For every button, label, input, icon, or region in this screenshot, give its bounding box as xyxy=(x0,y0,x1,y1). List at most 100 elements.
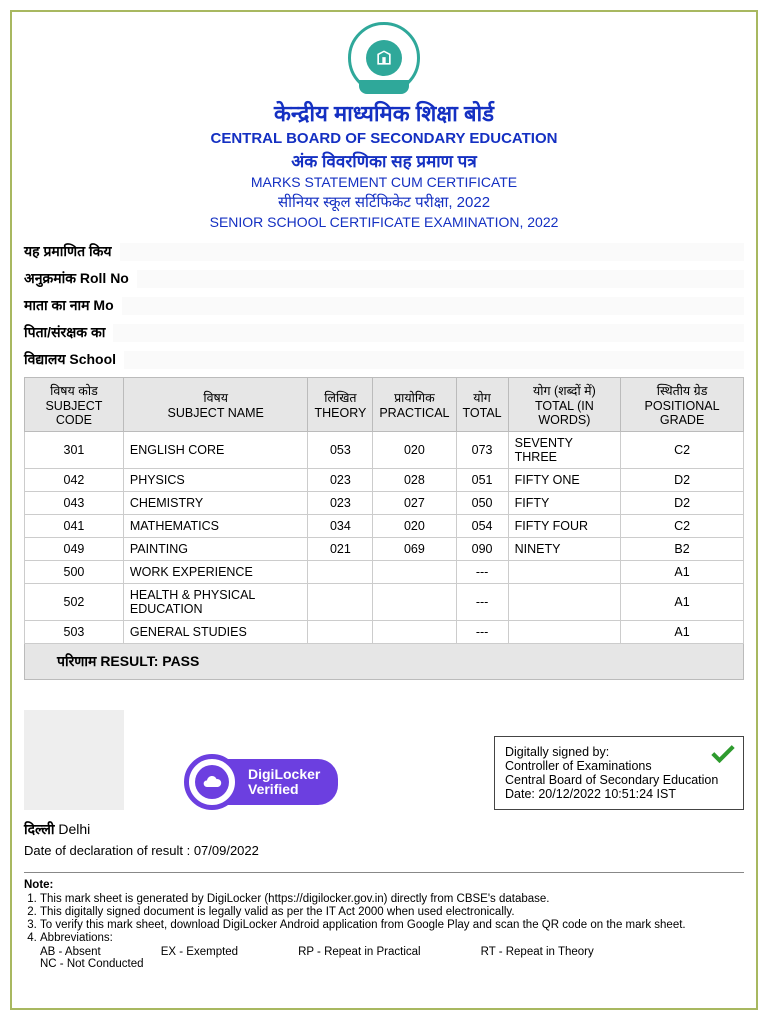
exam-name-hindi: सीनियर स्कूल सर्टिफिकेट परीक्षा, 2022 xyxy=(24,192,744,212)
table-cell: 028 xyxy=(373,469,456,492)
table-cell xyxy=(508,621,621,644)
table-cell: NINETY xyxy=(508,538,621,561)
table-cell xyxy=(373,621,456,644)
table-cell: 020 xyxy=(373,432,456,469)
table-cell: 034 xyxy=(308,515,373,538)
table-cell: 090 xyxy=(456,538,508,561)
table-cell: D2 xyxy=(621,469,744,492)
doc-title-english: MARKS STATEMENT CUM CERTIFICATE xyxy=(24,174,744,190)
table-cell: WORK EXPERIENCE xyxy=(123,561,308,584)
col-hindi: लिखित xyxy=(314,389,366,406)
note-title: Note: xyxy=(24,879,744,891)
declaration-value: 07/09/2022 xyxy=(194,843,259,858)
table-cell: A1 xyxy=(621,621,744,644)
table-cell: 049 xyxy=(25,538,124,561)
declaration-row: Date of declaration of result : 07/09/20… xyxy=(24,843,744,858)
redacted-value xyxy=(113,324,744,342)
table-cell: C2 xyxy=(621,432,744,469)
digilocker-text-2: Verified xyxy=(248,782,320,797)
col-english: TOTAL (IN WORDS) xyxy=(515,399,615,427)
cloud-check-icon xyxy=(195,765,229,799)
declaration-label: Date of declaration of result : xyxy=(24,843,194,858)
table-row: 043CHEMISTRY023027050FIFTYD2 xyxy=(25,492,744,515)
table-row: 502HEALTH & PHYSICAL EDUCATION --- A1 xyxy=(25,584,744,621)
info-label: माता का नाम Mo xyxy=(24,296,114,315)
table-cell: 054 xyxy=(456,515,508,538)
cbse-logo xyxy=(348,22,420,94)
col-english: TOTAL xyxy=(463,406,502,420)
table-row: 042PHYSICS023028051FIFTY ONED2 xyxy=(25,469,744,492)
note-item: This mark sheet is generated by DigiLock… xyxy=(40,893,744,905)
table-cell: 023 xyxy=(308,469,373,492)
table-cell xyxy=(308,584,373,621)
info-label: यह प्रमाणित किय xyxy=(24,242,112,261)
place-hindi: दिल्ली xyxy=(24,821,58,837)
table-cell: 027 xyxy=(373,492,456,515)
column-header: विषयSUBJECT NAME xyxy=(123,378,308,432)
abbreviations-row: AB - AbsentEX - ExemptedRP - Repeat in P… xyxy=(40,946,744,958)
abbreviation: RT - Repeat in Theory xyxy=(481,946,594,958)
column-header: विषय कोडSUBJECT CODE xyxy=(25,378,124,432)
table-cell: FIFTY xyxy=(508,492,621,515)
table-cell: 042 xyxy=(25,469,124,492)
table-cell: 021 xyxy=(308,538,373,561)
sig-date-value: 20/12/2022 10:51:24 IST xyxy=(538,787,676,801)
info-row-school: विद्यालय School xyxy=(24,350,744,369)
table-cell: --- xyxy=(456,584,508,621)
marks-table: विषय कोडSUBJECT CODEविषयSUBJECT NAME लिखि… xyxy=(24,377,744,644)
board-name-english: CENTRAL BOARD OF SECONDARY EDUCATION xyxy=(24,130,744,147)
table-cell: 500 xyxy=(25,561,124,584)
marks-header-row: विषय कोडSUBJECT CODEविषयSUBJECT NAME लिखि… xyxy=(25,378,744,432)
sig-date-label: Date: xyxy=(505,787,538,801)
result-row: परिणाम RESULT: PASS xyxy=(24,644,744,680)
col-english: THEORY xyxy=(314,406,366,420)
col-hindi: स्थितीय ग्रेड xyxy=(627,382,737,399)
qr-column xyxy=(24,710,124,810)
table-cell: HEALTH & PHYSICAL EDUCATION xyxy=(123,584,308,621)
signature-area: DigiLocker Verified Digitally signed by:… xyxy=(24,710,744,810)
exam-name-english: SENIOR SCHOOL CERTIFICATE EXAMINATION, 2… xyxy=(24,214,744,230)
table-cell: A1 xyxy=(621,584,744,621)
table-cell: 020 xyxy=(373,515,456,538)
table-cell: PHYSICS xyxy=(123,469,308,492)
marks-table-body: 301ENGLISH CORE053020073SEVENTY THREEC20… xyxy=(25,432,744,644)
table-cell xyxy=(508,584,621,621)
abbreviation-nc: NC - Not Conducted xyxy=(40,958,744,970)
column-header: स्थितीय ग्रेडPOSITIONAL GRADE xyxy=(621,378,744,432)
table-cell: B2 xyxy=(621,538,744,561)
sig-line-3: Central Board of Secondary Education xyxy=(505,773,733,787)
table-cell xyxy=(373,561,456,584)
note-item: To verify this mark sheet, download Digi… xyxy=(40,919,744,931)
checkmark-icon xyxy=(709,741,737,772)
table-cell: 301 xyxy=(25,432,124,469)
place-row: दिल्ली Delhi xyxy=(24,820,744,839)
col-hindi: योग (शब्दों में) xyxy=(515,382,615,399)
column-header: योग (शब्दों में)TOTAL (IN WORDS) xyxy=(508,378,621,432)
digilocker-badge: DigiLocker Verified xyxy=(184,754,338,810)
logo-banner xyxy=(359,80,409,94)
col-hindi: योग xyxy=(463,389,502,406)
page: केन्द्रीय माध्यमिक शिक्षा बोर्ड CENTRAL … xyxy=(0,0,768,1024)
abbreviation: EX - Exempted xyxy=(161,946,238,958)
table-cell xyxy=(308,561,373,584)
redacted-value xyxy=(124,351,744,369)
separator xyxy=(24,872,744,873)
table-cell: FIFTY ONE xyxy=(508,469,621,492)
column-header: योगTOTAL xyxy=(456,378,508,432)
sig-line-1: Digitally signed by: xyxy=(505,745,733,759)
abbreviation: AB - Absent xyxy=(40,946,101,958)
table-cell: D2 xyxy=(621,492,744,515)
marks-table-head: विषय कोडSUBJECT CODEविषयSUBJECT NAME लिखि… xyxy=(25,378,744,432)
table-cell: ENGLISH CORE xyxy=(123,432,308,469)
table-cell: GENERAL STUDIES xyxy=(123,621,308,644)
digital-signature-box: Digitally signed by: Controller of Exami… xyxy=(494,736,744,810)
table-row: 500WORK EXPERIENCE---A1 xyxy=(25,561,744,584)
table-cell: 503 xyxy=(25,621,124,644)
info-row-mother: माता का नाम Mo xyxy=(24,296,744,315)
note-item: Abbreviations: xyxy=(40,932,744,944)
note-list: This mark sheet is generated by DigiLock… xyxy=(40,893,744,944)
table-cell: 069 xyxy=(373,538,456,561)
table-cell: 502 xyxy=(25,584,124,621)
table-cell: 043 xyxy=(25,492,124,515)
table-cell: 073 xyxy=(456,432,508,469)
